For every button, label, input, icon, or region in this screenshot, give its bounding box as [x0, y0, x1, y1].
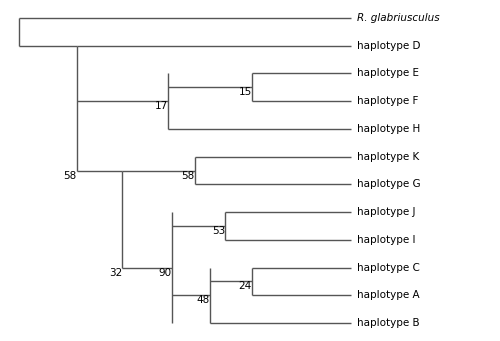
Text: haplotype I: haplotype I	[356, 235, 415, 245]
Text: 17: 17	[155, 101, 168, 111]
Text: 53: 53	[212, 226, 225, 236]
Text: 24: 24	[238, 281, 252, 292]
Text: haplotype D: haplotype D	[356, 41, 420, 51]
Text: 58: 58	[182, 170, 194, 180]
Text: 15: 15	[238, 87, 252, 97]
Text: 32: 32	[109, 268, 122, 278]
Text: haplotype K: haplotype K	[356, 152, 419, 162]
Text: haplotype G: haplotype G	[356, 179, 420, 189]
Text: haplotype H: haplotype H	[356, 124, 420, 134]
Text: haplotype B: haplotype B	[356, 318, 420, 328]
Text: haplotype E: haplotype E	[356, 69, 418, 78]
Text: haplotype C: haplotype C	[356, 263, 420, 272]
Text: 48: 48	[196, 295, 210, 305]
Text: 58: 58	[64, 170, 76, 180]
Text: 90: 90	[158, 268, 172, 278]
Text: haplotype A: haplotype A	[356, 290, 420, 300]
Text: R. glabriusculus: R. glabriusculus	[356, 13, 440, 23]
Text: haplotype F: haplotype F	[356, 96, 418, 106]
Text: haplotype J: haplotype J	[356, 207, 415, 217]
